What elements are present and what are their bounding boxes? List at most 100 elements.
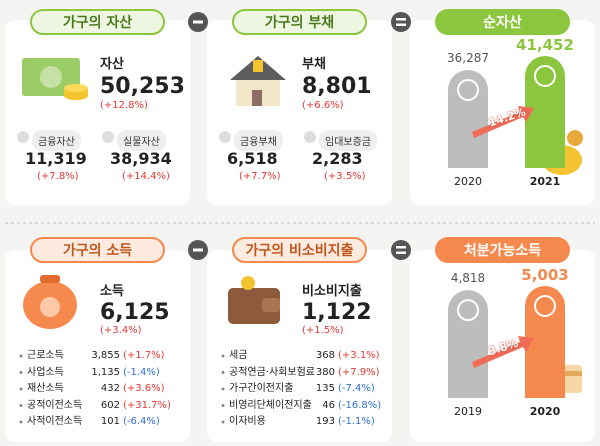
sub-label: 금융부채 (234, 130, 283, 151)
value-label: 5,003 (521, 266, 569, 284)
item-label: 공적연금·사회보험료 (229, 366, 315, 378)
coin-icon (304, 131, 316, 143)
money-icon (22, 58, 88, 100)
growth-arrow (472, 106, 534, 138)
item-label: 세금 (229, 350, 248, 361)
bar (525, 286, 565, 398)
item-change: (+3.6%) (123, 383, 165, 394)
item-change: (-1.1%) (338, 416, 375, 427)
item-value: 193 (315, 416, 335, 427)
bullet (19, 404, 23, 407)
bullet (19, 387, 23, 391)
value-label: 36,287 (447, 50, 489, 65)
label: 소득 (100, 284, 124, 299)
house-icon (230, 56, 286, 106)
item-value: 368 (315, 350, 335, 361)
item-label: 사적이전소득 (27, 416, 83, 427)
coin-icon (219, 131, 231, 143)
sub-change: (+3.5%) (324, 171, 366, 182)
section-title: 가구의 부채 (232, 9, 367, 35)
sub-value: 38,934 (110, 149, 172, 168)
item-change: (+3.1%) (338, 350, 380, 361)
operator (188, 240, 208, 260)
sub-label: 임대보증금 (319, 130, 377, 151)
item-label: 이자비용 (229, 416, 266, 427)
item-label: 가구간이전지출 (229, 383, 294, 394)
label: 부채 (302, 57, 326, 72)
sub-value: 2,283 (312, 149, 363, 168)
category-label: 2021 (529, 175, 561, 188)
bullet (221, 371, 225, 374)
sub-change: (+14.4%) (122, 171, 170, 182)
category-label: 2019 (454, 405, 482, 418)
item-change: (-7.4%) (338, 383, 375, 394)
sub-change: (+7.7%) (239, 171, 281, 182)
value-label: 4,818 (450, 271, 486, 286)
value-label: 41,452 (516, 36, 574, 54)
section-title: 가구의 소득 (30, 237, 165, 263)
panel (207, 250, 392, 442)
wallet-icon (228, 276, 280, 324)
change: (+12.8%) (100, 100, 148, 111)
coin-icon (534, 65, 556, 87)
change: (+3.4%) (100, 325, 142, 336)
item-value: 135 (315, 383, 335, 394)
bullet (221, 404, 225, 407)
item-change: (-16.8%) (338, 399, 382, 411)
coin-icon (17, 131, 29, 143)
item-change: (+1.7%) (123, 350, 165, 361)
section-title: 가구의 자산 (30, 9, 165, 35)
item-label: 재산소득 (27, 383, 64, 394)
bullet (19, 371, 23, 374)
bar (525, 56, 565, 168)
category-label: 2020 (529, 405, 561, 418)
bullet (221, 387, 225, 391)
item-value: 3,855 (91, 350, 120, 361)
item-value: 46 (322, 399, 335, 411)
growth-arrow (472, 336, 534, 368)
item-change: (-6.4%) (123, 416, 160, 427)
value: 8,801 (302, 74, 372, 99)
panel (207, 20, 392, 205)
section-title: 순자산 (435, 9, 570, 35)
item-value: 432 (100, 383, 120, 394)
bar (448, 69, 488, 168)
sub-label: 실물자산 (117, 130, 166, 151)
item-label: 근로소득 (27, 350, 64, 361)
panel (5, 20, 190, 205)
item-label: 비영리단체이전지출 (229, 399, 312, 411)
item-value: 101 (100, 416, 120, 427)
change: (+1.5%) (302, 325, 344, 336)
item-change: (+7.9%) (338, 366, 380, 378)
coin-icon (102, 131, 114, 143)
sub-change: (+7.8%) (37, 171, 79, 182)
item-value: 1,135 (91, 366, 120, 378)
item-label: 공적이전소득 (27, 399, 83, 411)
change: (+6.6%) (302, 100, 344, 111)
category-label: 2020 (454, 175, 482, 188)
coin-icon (457, 78, 479, 101)
item-label: 사업소득 (27, 366, 64, 378)
value: 50,253 (100, 74, 185, 99)
bullet (221, 420, 225, 424)
coin-icon (534, 295, 556, 317)
bullet (221, 354, 225, 358)
sub-value: 11,319 (25, 149, 87, 168)
bar (448, 290, 488, 398)
operator (391, 240, 411, 260)
bag-icon (23, 275, 77, 329)
sub-label: 금융자산 (32, 130, 81, 151)
label: 자산 (100, 57, 124, 72)
item-change: (-1.4%) (123, 366, 160, 378)
coin-icon (457, 299, 479, 322)
bullet (19, 354, 23, 358)
sub-value: 6,518 (227, 149, 278, 168)
item-change: (+31.7%) (123, 399, 171, 411)
value: 6,125 (100, 300, 170, 325)
item-value: 380 (315, 366, 335, 378)
value: 1,122 (302, 300, 372, 325)
bullet (19, 420, 23, 424)
label: 비소비지출 (302, 284, 362, 299)
